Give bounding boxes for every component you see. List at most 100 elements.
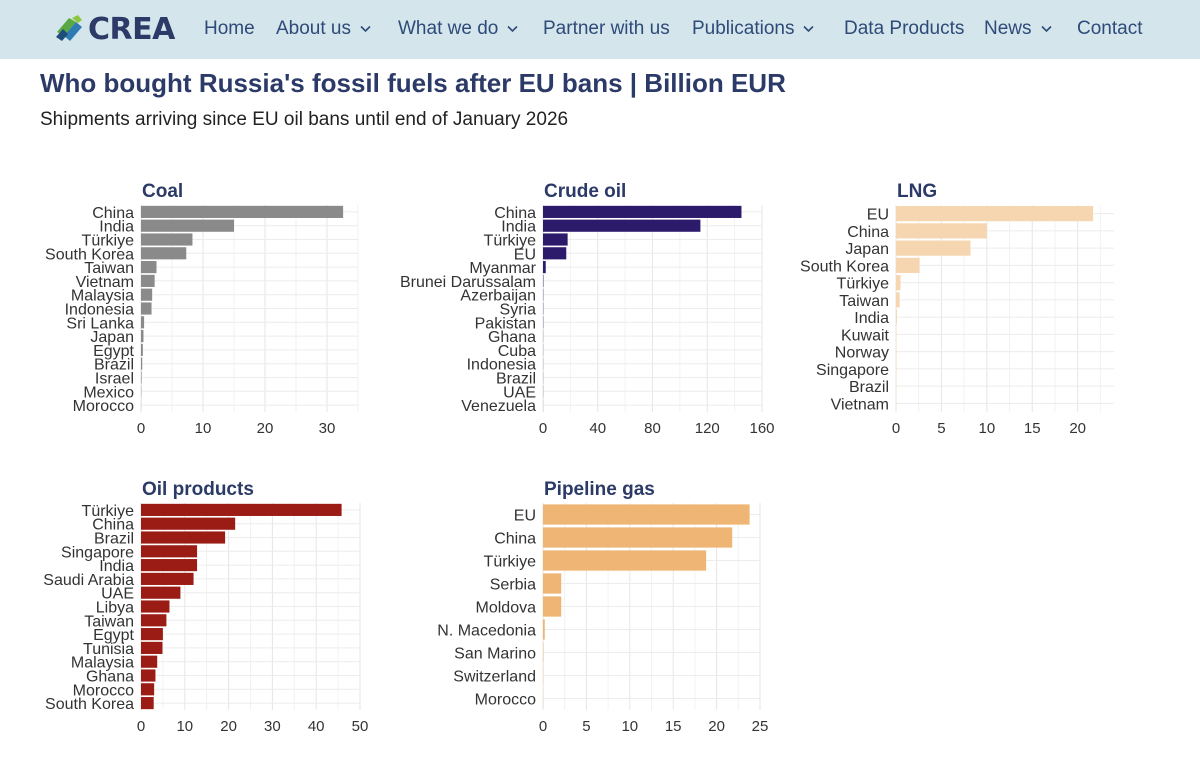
x-tick-label: 50 bbox=[352, 718, 369, 735]
bar-lng-2 bbox=[896, 240, 971, 256]
category-label: India bbox=[99, 558, 134, 575]
nav-item-label: What we do bbox=[398, 18, 499, 39]
nav-item-label: Home bbox=[204, 18, 255, 39]
x-tick-label: 120 bbox=[695, 420, 720, 437]
page-title: Who bought Russia's fossil fuels after E… bbox=[40, 68, 786, 98]
nav-item-home[interactable]: Home bbox=[204, 18, 255, 40]
nav-item-label: Publications bbox=[692, 18, 795, 39]
category-label: India bbox=[99, 219, 134, 236]
crea-logo[interactable]: CREA bbox=[54, 11, 175, 47]
x-tick-label: 20 bbox=[708, 718, 725, 735]
bar-oil-products-7 bbox=[141, 600, 170, 613]
nav-item-publications[interactable]: Publications bbox=[692, 18, 815, 40]
nav-item-contact[interactable]: Contact bbox=[1077, 18, 1142, 40]
category-label: N. Macedonia bbox=[437, 623, 536, 640]
x-tick-label: 15 bbox=[1024, 420, 1041, 437]
bar-coal-12 bbox=[141, 371, 142, 384]
bar-oil-products-9 bbox=[141, 628, 163, 641]
x-tick-label: 5 bbox=[937, 420, 945, 437]
bar-oil-products-13 bbox=[141, 683, 155, 696]
bar-pipeline-gas-3 bbox=[543, 573, 562, 594]
nav-item-partner-with-us[interactable]: Partner with us bbox=[543, 18, 670, 40]
page-subtitle: Shipments arriving since EU oil bans unt… bbox=[40, 109, 569, 130]
bar-oil-products-5 bbox=[141, 572, 194, 585]
category-label: Morocco bbox=[73, 682, 134, 699]
category-label: South Korea bbox=[800, 258, 889, 275]
category-label: Morocco bbox=[73, 398, 134, 415]
category-label: Mexico bbox=[83, 384, 134, 401]
bar-coal-8 bbox=[141, 316, 145, 329]
nav-item-data-products[interactable]: Data Products bbox=[844, 18, 964, 40]
chart-oil-products: Oil products TürkiyeChinaBrazilSingaporeI… bbox=[43, 479, 368, 735]
category-label: Egypt bbox=[93, 343, 134, 360]
bar-coal-4 bbox=[141, 261, 157, 274]
chart-title: Pipeline gas bbox=[544, 479, 655, 500]
bar-lng-1 bbox=[896, 223, 987, 239]
nav-item-about-us[interactable]: About us bbox=[276, 18, 371, 40]
x-tick-label: 0 bbox=[137, 420, 145, 437]
x-tick-label: 0 bbox=[137, 718, 145, 735]
category-label: Singapore bbox=[816, 362, 889, 379]
chevron-down-icon bbox=[360, 25, 371, 33]
x-tick-label: 30 bbox=[319, 420, 336, 437]
x-tick-label: 10 bbox=[621, 718, 638, 735]
nav-item-news[interactable]: News bbox=[984, 18, 1052, 40]
category-label: UAE bbox=[101, 586, 134, 603]
x-tick-label: 40 bbox=[589, 420, 606, 437]
chart-title: Crude oil bbox=[544, 181, 626, 202]
x-tick-label: 0 bbox=[539, 718, 547, 735]
category-label: China bbox=[494, 205, 536, 222]
bar-crude-oil-2 bbox=[543, 233, 568, 246]
crea-logo-icon bbox=[56, 15, 82, 41]
x-tick-label: 0 bbox=[539, 420, 547, 437]
nav-item-label: News bbox=[984, 18, 1032, 39]
x-tick-label: 15 bbox=[665, 718, 682, 735]
category-label: EU bbox=[514, 508, 536, 525]
category-label: Taiwan bbox=[839, 293, 889, 310]
x-tick-label: 160 bbox=[749, 420, 774, 437]
category-label: Malaysia bbox=[71, 655, 134, 672]
x-tick-label: 40 bbox=[308, 718, 325, 735]
bar-coal-5 bbox=[141, 274, 155, 287]
bar-coal-11 bbox=[141, 357, 143, 370]
category-label: Egypt bbox=[93, 627, 134, 644]
category-label: India bbox=[854, 310, 889, 327]
chart-pipeline-gas: Pipeline gas EU China Türkiye Serbia Moldova N… bbox=[437, 479, 768, 735]
bar-pipeline-gas-2 bbox=[543, 550, 707, 571]
logo-text: CREA bbox=[88, 11, 175, 47]
category-label: Syria bbox=[500, 302, 537, 319]
category-label: Brazil bbox=[94, 531, 134, 548]
category-label: Morocco bbox=[475, 692, 536, 709]
nav-item-label: Contact bbox=[1077, 18, 1143, 39]
category-label: Saudi Arabia bbox=[43, 572, 134, 589]
bar-crude-oil-3 bbox=[543, 247, 567, 260]
bar-coal-3 bbox=[141, 247, 187, 260]
bar-oil-products-3 bbox=[141, 545, 198, 558]
bar-oil-products-12 bbox=[141, 669, 156, 682]
bar-oil-products-4 bbox=[141, 559, 198, 572]
bar-lng-6 bbox=[896, 309, 897, 325]
category-label: Türkiye bbox=[82, 503, 135, 520]
category-label: Türkiye bbox=[484, 554, 537, 571]
category-label: Malaysia bbox=[71, 288, 134, 305]
category-label: Moldova bbox=[476, 600, 537, 617]
bar-lng-4 bbox=[896, 275, 901, 291]
top-navbar: CREA Home About us What we do Partner with … bbox=[0, 0, 1200, 59]
x-tick-label: 10 bbox=[195, 420, 212, 437]
bar-pipeline-gas-0 bbox=[543, 504, 750, 525]
x-tick-label: 20 bbox=[1069, 420, 1086, 437]
bar-coal-10 bbox=[141, 343, 143, 356]
bar-crude-oil-1 bbox=[543, 219, 701, 232]
category-label: China bbox=[92, 205, 134, 222]
category-label: Vietnam bbox=[831, 396, 889, 413]
bar-oil-products-1 bbox=[141, 517, 236, 530]
nav-item-what-we-do[interactable]: What we do bbox=[398, 18, 518, 40]
nav-item-label: Data Products bbox=[844, 18, 965, 39]
bar-crude-oil-0 bbox=[543, 205, 742, 218]
chart-title: Coal bbox=[142, 181, 183, 202]
category-label: Brazil bbox=[849, 379, 889, 396]
bar-oil-products-0 bbox=[141, 503, 342, 516]
